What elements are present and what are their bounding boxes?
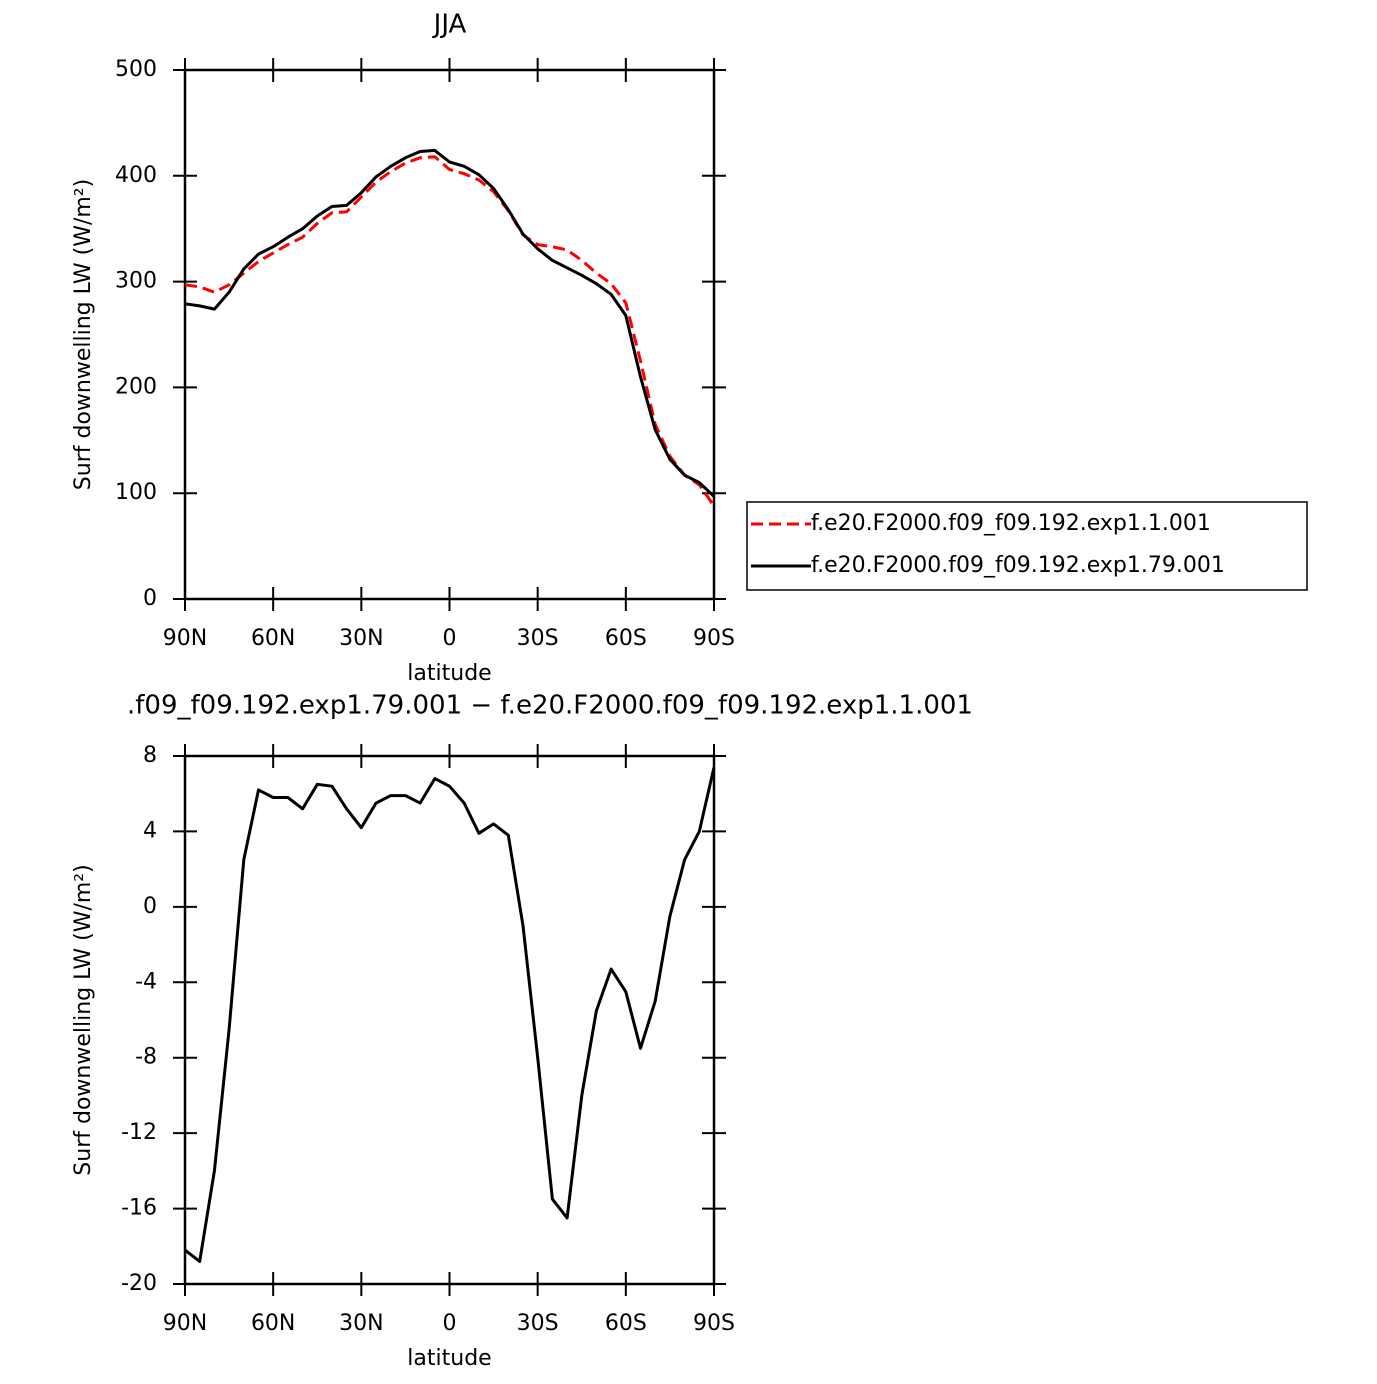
y-axis-label: Surf downwelling LW (W/m²) (71, 864, 96, 1175)
x-tick-label: 60N (251, 1311, 295, 1336)
x-tick-label: 90S (693, 626, 735, 651)
y-tick-label: 500 (115, 57, 157, 82)
y-tick-label: 300 (115, 269, 157, 294)
y-axis-label: Surf downwelling LW (W/m²) (71, 179, 96, 490)
x-tick-label: 90N (163, 1311, 207, 1336)
data-line (184, 148, 716, 498)
legend-box (746, 501, 1308, 591)
y-tick-label: 0 (143, 894, 157, 919)
x-tick-label: 60S (605, 626, 647, 651)
x-axis-label: latitude (407, 661, 491, 686)
data-line (184, 155, 716, 507)
x-tick-label: 30N (339, 1311, 383, 1336)
y-tick-label: -16 (121, 1196, 157, 1221)
x-tick-label: 60N (251, 626, 295, 651)
x-tick-label: 90N (163, 626, 207, 651)
legend-label: f.e20.F2000.f09_f09.192.exp1.79.001 (811, 553, 1225, 578)
y-tick-label: 0 (143, 586, 157, 611)
x-tick-label: 90S (693, 1311, 735, 1336)
y-tick-label: -4 (135, 969, 157, 994)
chart-title: JJA (432, 10, 467, 40)
x-axis-label: latitude (407, 1346, 491, 1371)
y-tick-label: 400 (115, 163, 157, 188)
legend-label: f.e20.F2000.f09_f09.192.exp1.1.001 (811, 511, 1211, 536)
x-tick-label: 30N (339, 626, 383, 651)
y-tick-label: 100 (115, 480, 157, 505)
data-line (184, 766, 716, 1263)
y-tick-label: -12 (121, 1120, 157, 1145)
y-tick-label: -8 (135, 1045, 157, 1070)
x-tick-label: 30S (517, 1311, 559, 1336)
y-tick-label: -20 (121, 1271, 157, 1296)
x-tick-label: 0 (443, 626, 457, 651)
x-tick-label: 0 (443, 1311, 457, 1336)
x-tick-label: 30S (517, 626, 559, 651)
y-tick-label: 200 (115, 374, 157, 399)
x-tick-label: 60S (605, 1311, 647, 1336)
y-tick-label: 8 (143, 743, 157, 768)
chart-title: .f09_f09.192.exp1.79.001 − f.e20.F2000.f… (127, 691, 973, 721)
y-tick-label: 4 (143, 818, 157, 843)
